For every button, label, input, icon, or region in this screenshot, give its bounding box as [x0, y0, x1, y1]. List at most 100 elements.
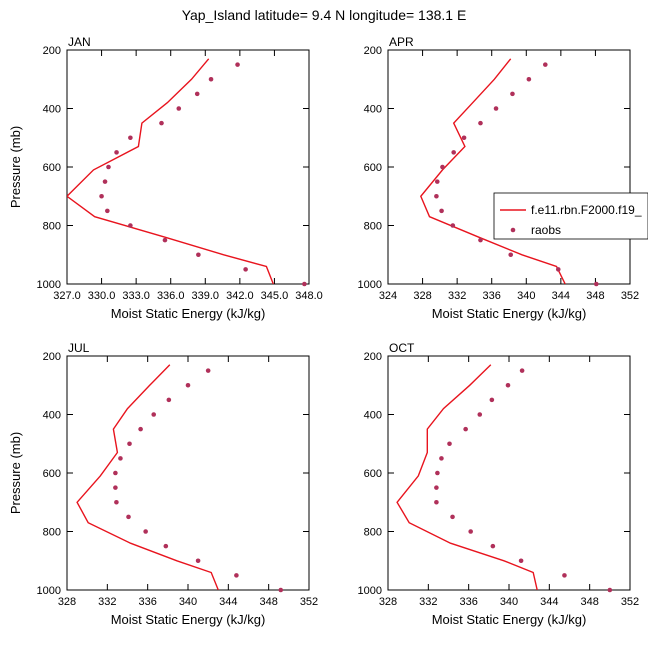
- plot-frame: [387, 355, 631, 591]
- raobs-point: [302, 281, 307, 287]
- panel-apr: APR 324 328 332 336 340 344 348 352 200 400 600 800 1…: [358, 35, 640, 321]
- raobs-point: [114, 499, 119, 505]
- raobs-point: [235, 62, 240, 67]
- raobs-point: [450, 514, 455, 520]
- raobs-point: [607, 587, 613, 593]
- y-tick-label: 200: [364, 45, 382, 57]
- panel-label: JUL: [68, 341, 90, 355]
- raobs-point: [434, 193, 439, 199]
- raobs-point: [555, 267, 561, 272]
- panel-label: OCT: [389, 341, 415, 355]
- plot-frame: [66, 49, 310, 285]
- y-tick-label: 400: [43, 104, 61, 116]
- x-tick-label: 352: [621, 290, 639, 302]
- y-tick-label: 800: [364, 221, 382, 233]
- raobs-point: [162, 237, 168, 243]
- model-profile-line: [67, 58, 274, 284]
- raobs-point: [434, 179, 440, 184]
- raobs-point: [205, 368, 211, 373]
- legend-marker-swatch: [510, 227, 516, 233]
- raobs-point: [163, 543, 169, 549]
- raobs-point: [113, 485, 118, 490]
- x-axis-title: Moist Static Energy (kJ/kg): [111, 306, 266, 321]
- raobs-point: [278, 587, 284, 593]
- y-tick-label: 800: [43, 221, 61, 233]
- raobs-point: [102, 179, 108, 184]
- raobs-point: [543, 62, 548, 67]
- y-tick-label: 400: [364, 410, 382, 422]
- raobs-point: [196, 252, 201, 258]
- raobs-point: [234, 573, 239, 578]
- y-tick-label: 200: [43, 45, 61, 57]
- legend-box: [493, 192, 648, 240]
- raobs-point: [127, 441, 132, 447]
- raobs-point: [447, 441, 452, 447]
- raobs-point: [128, 135, 133, 141]
- raobs-point: [143, 529, 148, 534]
- raobs-point: [478, 120, 483, 126]
- raobs-point: [99, 193, 104, 199]
- raobs-point: [159, 120, 164, 126]
- y-tick-label: 600: [43, 162, 61, 174]
- raobs-point: [185, 382, 191, 388]
- x-tick-label: 332: [448, 290, 466, 302]
- raobs-point: [106, 164, 111, 170]
- model-profile-line: [396, 364, 538, 590]
- panel-label: JAN: [68, 35, 91, 49]
- x-tick-label: 342.0: [226, 290, 254, 302]
- y-tick-label: 400: [43, 410, 61, 422]
- x-tick-label: 345.0: [261, 290, 289, 302]
- plot-frame: [66, 355, 310, 591]
- x-tick-label: 352: [300, 596, 318, 608]
- y-axis-title: Pressure (mb): [8, 432, 23, 514]
- raobs-point: [126, 514, 131, 520]
- x-axis-title: Moist Static Energy (kJ/kg): [432, 612, 587, 627]
- x-tick-label: 352: [621, 596, 639, 608]
- x-tick-label: 348: [259, 596, 277, 608]
- y-tick-label: 200: [43, 351, 61, 363]
- y-axis-title: Pressure (mb): [8, 126, 23, 208]
- x-tick-label: 336: [483, 290, 501, 302]
- raobs-point: [519, 368, 525, 373]
- raobs-point: [508, 252, 514, 258]
- x-tick-label: 336: [138, 596, 156, 608]
- x-tick-label: 332: [419, 596, 437, 608]
- raobs-point: [463, 426, 468, 432]
- panels: JAN 327.0 330.0 333.0 336.0 339.0 342.0 345.0 34…: [8, 35, 648, 627]
- legend-model-label: f.e11.rbn.F2000.f19_: [531, 203, 642, 217]
- raobs-point: [490, 543, 496, 549]
- x-tick-label: 328: [379, 596, 397, 608]
- x-tick-label: 340: [517, 290, 535, 302]
- y-tick-label: 1000: [358, 585, 382, 597]
- raobs-point: [477, 412, 483, 417]
- x-tick-label: 336: [459, 596, 477, 608]
- raobs-point: [195, 558, 201, 564]
- x-axis-title: Moist Static Energy (kJ/kg): [432, 306, 587, 321]
- raobs-point: [468, 529, 473, 534]
- raobs-point: [489, 397, 495, 403]
- raobs-point: [208, 76, 214, 82]
- panel-label: APR: [389, 35, 414, 49]
- model-profile-line: [76, 364, 219, 590]
- y-tick-label: 800: [364, 527, 382, 539]
- x-tick-label: 340: [179, 596, 197, 608]
- panel-jan: JAN 327.0 330.0 333.0 336.0 339.0 342.0 345.0 34…: [8, 35, 323, 321]
- model-profile-line: [419, 58, 566, 284]
- x-tick-label: 348: [580, 596, 598, 608]
- raobs-point: [434, 485, 439, 490]
- raobs-point: [138, 426, 143, 432]
- raobs-point: [593, 281, 599, 287]
- x-tick-label: 339.0: [192, 290, 220, 302]
- x-tick-label: 340: [500, 596, 518, 608]
- y-tick-label: 600: [364, 162, 382, 174]
- legend: f.e11.rbn.F2000.f19_raobs: [493, 192, 648, 240]
- x-tick-label: 327.0: [53, 290, 81, 302]
- y-tick-label: 600: [364, 468, 382, 480]
- raobs-point: [114, 150, 119, 155]
- raobs-point: [440, 164, 445, 170]
- raobs-point: [562, 573, 567, 578]
- raobs-point: [510, 91, 515, 97]
- raobs-point: [451, 150, 456, 155]
- raobs-point: [194, 91, 200, 97]
